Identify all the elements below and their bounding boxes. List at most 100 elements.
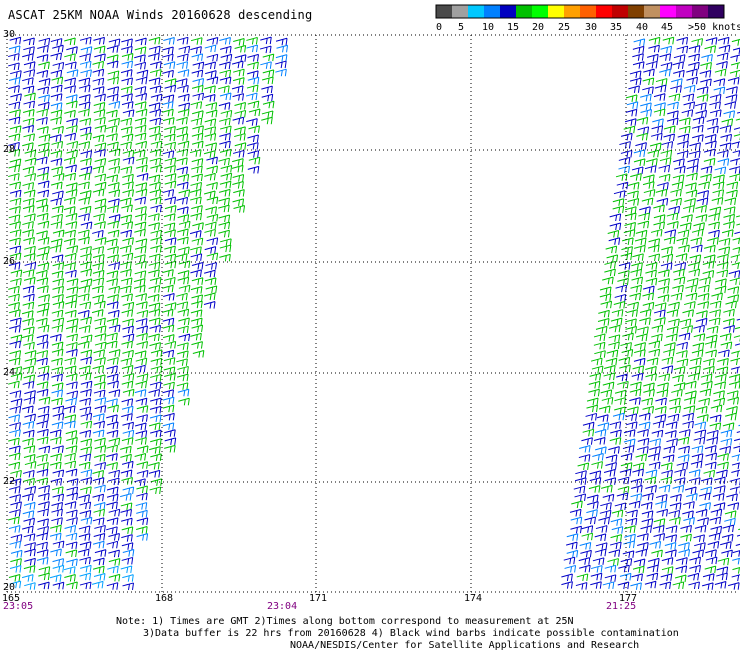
wind-barb (122, 486, 135, 495)
wind-barb (597, 422, 610, 430)
wind-barb (686, 172, 698, 181)
wind-barb (219, 140, 231, 149)
wind-barb (634, 237, 647, 246)
wind-barb (648, 348, 661, 357)
wind-barb (653, 214, 666, 222)
wind-barb (691, 453, 704, 461)
wind-barb (93, 508, 105, 517)
wind-barb (703, 358, 715, 366)
wind-barb (9, 405, 22, 414)
wind-barb (596, 414, 609, 422)
wind-barb (136, 69, 149, 78)
wind-barb (24, 350, 37, 358)
wind-barb (720, 341, 733, 350)
wind-barb (78, 101, 91, 110)
wind-barb (668, 301, 680, 310)
wind-barb (203, 150, 216, 158)
wind-barb (705, 349, 717, 358)
wind-barb (705, 549, 717, 557)
wind-barb (608, 341, 620, 350)
wind-barb (22, 142, 34, 150)
wind-barb (52, 262, 65, 270)
wind-barb (10, 534, 23, 542)
wind-barb (698, 397, 711, 406)
wind-barb (52, 412, 65, 421)
wind-barb (120, 126, 133, 134)
wind-barb (79, 365, 91, 374)
wind-barb (36, 350, 49, 358)
wind-barb (220, 109, 233, 118)
wind-barb (94, 221, 106, 229)
wind-barb (232, 93, 245, 101)
wind-barb (23, 533, 36, 541)
legend-swatch (484, 5, 501, 18)
wind-barb (22, 326, 35, 334)
wind-barb (722, 422, 735, 430)
wind-barb (631, 276, 643, 285)
wind-barb (600, 502, 612, 510)
wind-barb (611, 526, 624, 534)
wind-barb (650, 132, 663, 141)
wind-barb (64, 37, 76, 46)
wind-barb (51, 501, 63, 510)
wind-barb (621, 349, 634, 357)
legend-tick-10: 10 (482, 22, 494, 33)
wind-barb (717, 36, 730, 45)
wind-barb (656, 508, 669, 517)
wind-barb (163, 292, 175, 301)
wind-barb (191, 300, 203, 309)
wind-barb (665, 525, 678, 533)
wind-barb (691, 38, 704, 46)
wind-barb (120, 229, 133, 238)
wind-barb (630, 478, 643, 486)
wind-barb (692, 342, 705, 350)
wind-map: 30 28 26 24 22 20 165 168 171 174 177 23… (2, 29, 740, 612)
wind-barb (203, 301, 216, 309)
legend-tick-25: 25 (558, 22, 570, 33)
wind-barb (163, 133, 176, 142)
wind-barb (79, 372, 92, 381)
wind-barb (729, 69, 740, 78)
wind-barb (667, 101, 679, 110)
wind-barb (682, 510, 694, 518)
wind-barb (136, 373, 149, 382)
wind-barb (647, 564, 659, 573)
wind-barb (9, 422, 21, 430)
wind-barb (618, 270, 630, 278)
wind-barb (669, 502, 682, 510)
wind-barb (584, 516, 596, 525)
wind-barb (65, 189, 78, 197)
wind-barb (36, 252, 49, 261)
wind-barb (673, 165, 686, 174)
wind-barb (586, 494, 599, 503)
wind-barb (190, 246, 202, 254)
wind-barb (677, 436, 690, 445)
wind-barb (135, 213, 147, 221)
wind-barb (689, 564, 701, 573)
wind-barb (50, 478, 63, 486)
wind-barb (610, 317, 623, 326)
wind-barb (219, 36, 231, 45)
wind-barb (717, 461, 729, 470)
wind-barb (709, 109, 722, 117)
wind-barb (136, 461, 149, 469)
wind-barb (574, 493, 587, 502)
wind-barb (708, 532, 721, 541)
wind-barb (707, 540, 720, 549)
wind-barb (23, 374, 36, 382)
wind-barb (79, 429, 92, 438)
wind-barb (177, 140, 190, 149)
wind-barb (107, 254, 119, 262)
wind-barb (9, 205, 21, 214)
wind-barb (633, 38, 646, 46)
wind-barb (643, 382, 655, 391)
wind-barb (121, 53, 134, 61)
wind-barb (676, 341, 688, 350)
wind-barb (149, 109, 162, 117)
wind-barb (696, 86, 709, 94)
wind-barb (676, 45, 689, 54)
wind-barb (733, 335, 740, 342)
legend-svg: 0 5 10 15 20 25 30 35 40 45 >50 knots (435, 4, 740, 33)
wind-barb (122, 181, 134, 189)
wind-barb (136, 469, 149, 478)
